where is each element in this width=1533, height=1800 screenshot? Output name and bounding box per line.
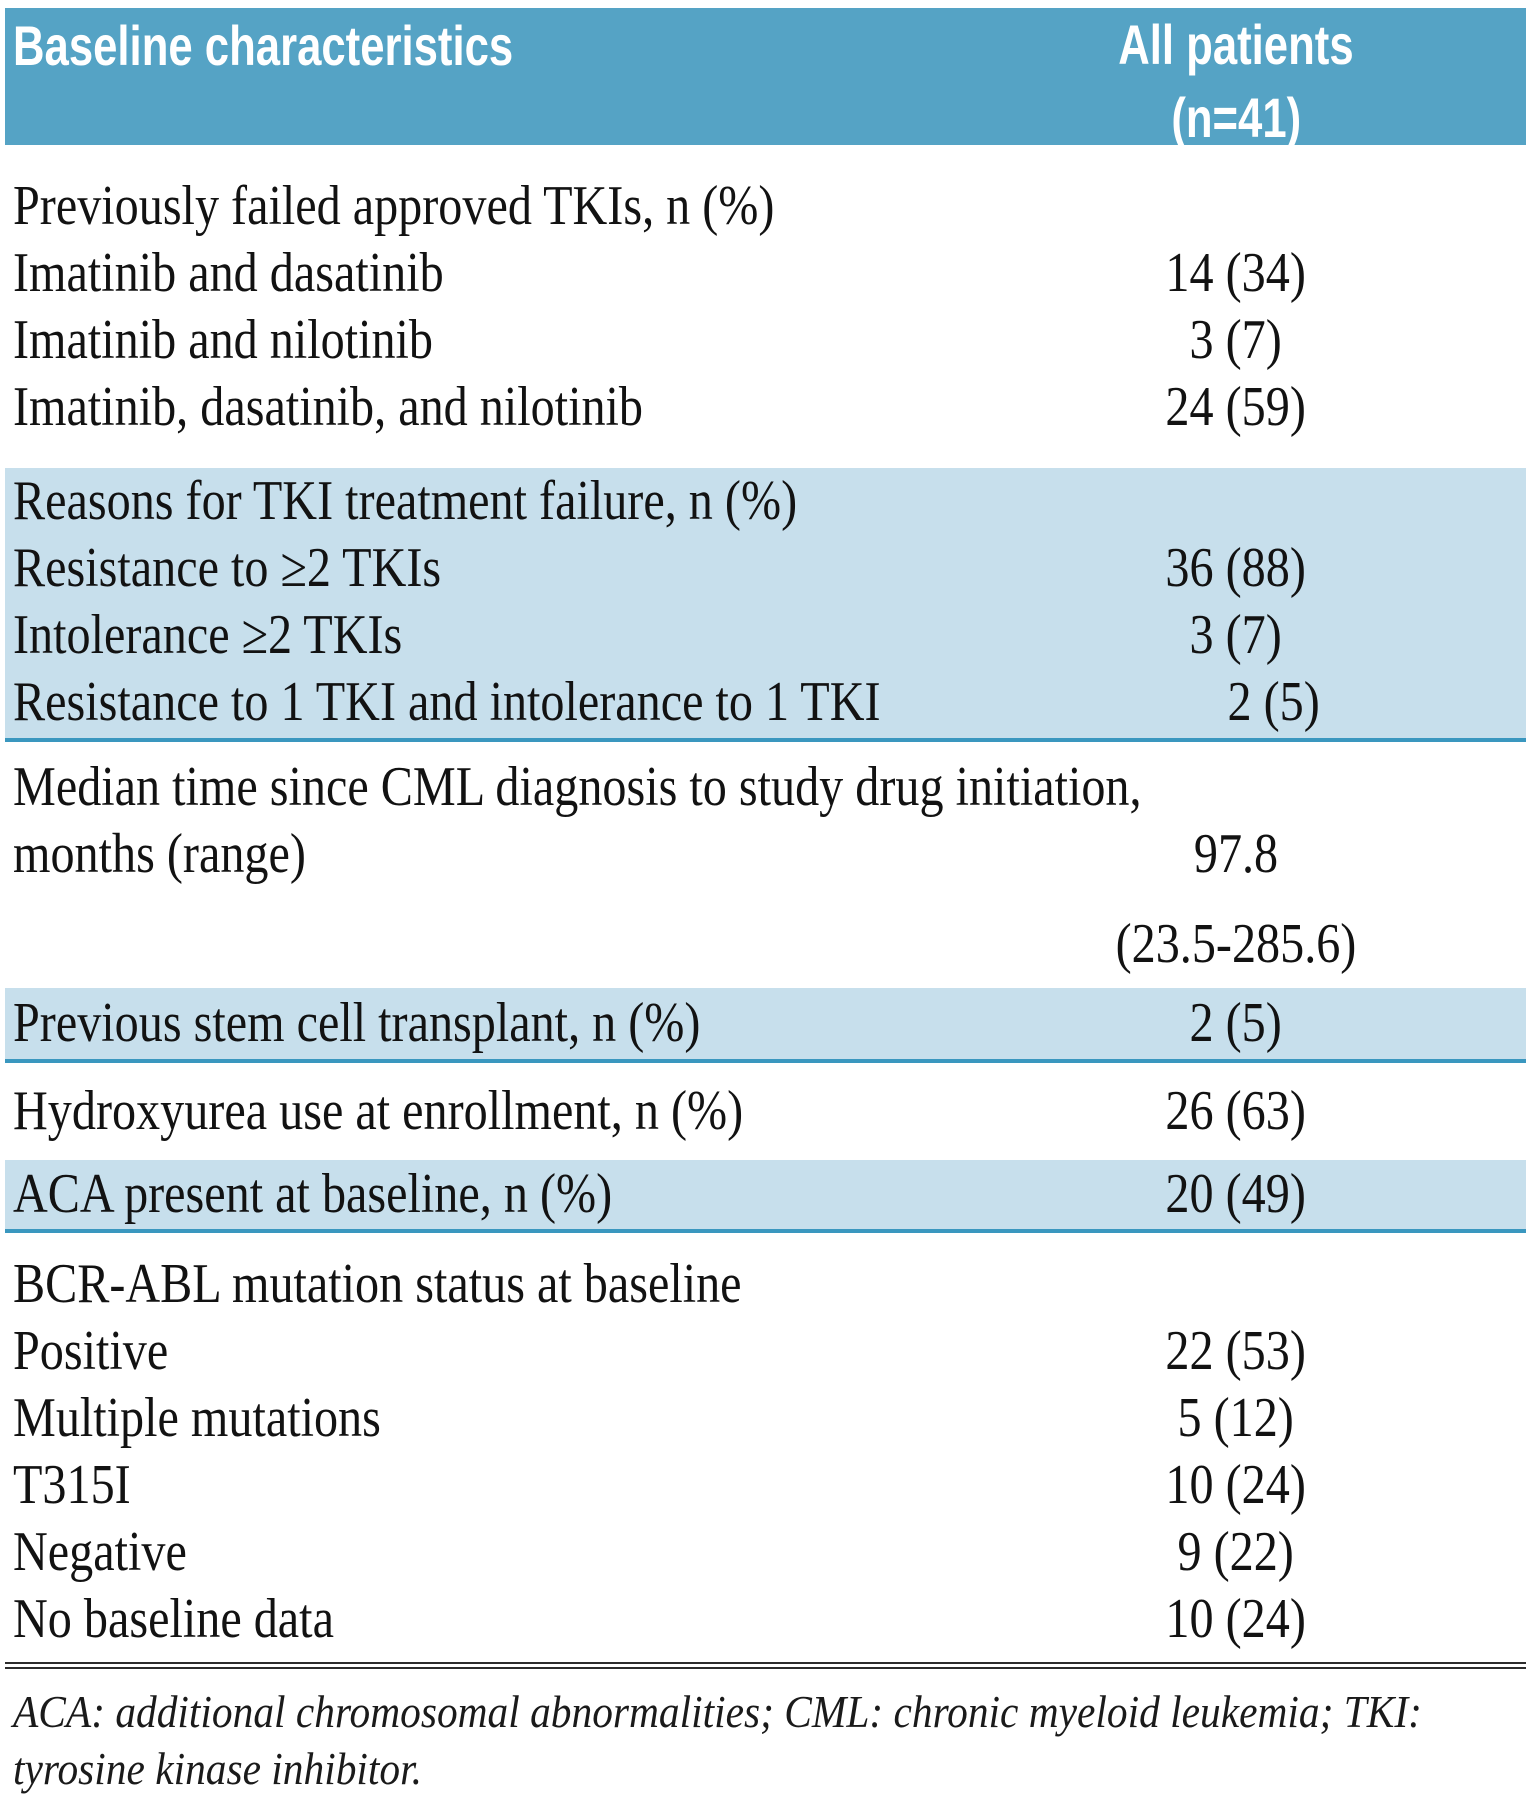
row-value: 2 (5) bbox=[1189, 992, 1283, 1054]
row-label: T315I bbox=[13, 1454, 131, 1516]
row-value: 14 (34) bbox=[1165, 242, 1307, 304]
table-row: T315I 10 (24) bbox=[5, 1452, 1526, 1519]
table-row: Negative 9 (22) bbox=[5, 1519, 1526, 1586]
table-row: Previously failed approved TKIs, n (%) bbox=[5, 173, 1526, 240]
footnote-divider-rule bbox=[5, 1662, 1526, 1669]
table-row: Positive 22 (53) bbox=[5, 1318, 1526, 1385]
header-col-characteristics: Baseline characteristics bbox=[5, 8, 946, 145]
row-value: 97.8 (23.5-285.6) bbox=[946, 821, 1526, 978]
section-hydroxyurea-use: Hydroxyurea use at enrollment, n (%) 26 … bbox=[5, 1063, 1526, 1160]
table-row: No baseline data 10 (24) bbox=[5, 1586, 1526, 1653]
section-reasons-for-tki-failure: Reasons for TKI treatment failure, n (%)… bbox=[5, 468, 1526, 742]
row-value: 24 (59) bbox=[1165, 376, 1307, 438]
row-value bbox=[946, 468, 1526, 535]
header-col-all-patients: All patients (n=41) bbox=[946, 8, 1526, 149]
table-row: BCR-ABL mutation status at baseline bbox=[5, 1251, 1526, 1318]
section-previous-stem-cell-transplant: Previous stem cell transplant, n (%) 2 (… bbox=[5, 988, 1526, 1063]
row-value: 10 (24) bbox=[1165, 1588, 1307, 1650]
row-label: Median time since CML diagnosis to study… bbox=[13, 756, 1142, 885]
row-label: Resistance to 1 TKI and intolerance to 1… bbox=[13, 671, 881, 733]
row-value: 22 (53) bbox=[1165, 1320, 1307, 1382]
row-label: Imatinib and nilotinib bbox=[13, 309, 434, 371]
table-row: Resistance to 1 TKI and intolerance to 1… bbox=[5, 669, 1526, 736]
row-label: Hydroxyurea use at enrollment, n (%) bbox=[13, 1080, 744, 1142]
section-bcr-abl-mutation-status: BCR-ABL mutation status at baseline Posi… bbox=[5, 1233, 1526, 1660]
table-header-row: Baseline characteristics All patients (n… bbox=[5, 8, 1526, 149]
table-row: Previous stem cell transplant, n (%) 2 (… bbox=[5, 990, 1526, 1057]
row-label: Imatinib and dasatinib bbox=[13, 242, 444, 304]
row-value: 5 (12) bbox=[1177, 1387, 1295, 1449]
row-value: 26 (63) bbox=[1165, 1080, 1307, 1142]
row-value bbox=[946, 173, 1526, 240]
row-label: Multiple mutations bbox=[13, 1387, 381, 1449]
row-label: Reasons for TKI treatment failure, n (%) bbox=[13, 470, 798, 532]
table-row: Imatinib, dasatinib, and nilotinib 24 (5… bbox=[5, 374, 1526, 441]
header-col2-line1: All patients bbox=[1118, 13, 1354, 76]
section-previously-failed-tkis: Previously failed approved TKIs, n (%) I… bbox=[5, 145, 1526, 468]
table-row: Intolerance ≥2 TKIs 3 (7) bbox=[5, 602, 1526, 669]
row-value: 3 (7) bbox=[1189, 309, 1283, 371]
table-row: Resistance to ≥2 TKIs 36 (88) bbox=[5, 535, 1526, 602]
header-col1-title: Baseline characteristics bbox=[13, 14, 514, 77]
row-value: 2 (5) bbox=[1227, 671, 1321, 733]
header-col2-line2: (n=41) bbox=[1171, 86, 1301, 149]
table-footnote: ACA: additional chromosomal abnormalitie… bbox=[5, 1683, 1526, 1797]
table-row: ACA present at baseline, n (%) 20 (49) bbox=[5, 1161, 1526, 1228]
row-label: Resistance to ≥2 TKIs bbox=[13, 537, 442, 599]
row-value: 20 (49) bbox=[1165, 1163, 1307, 1225]
row-value: 10 (24) bbox=[1165, 1454, 1307, 1516]
row-value: 9 (22) bbox=[1177, 1521, 1295, 1583]
row-label: Intolerance ≥2 TKIs bbox=[13, 604, 403, 666]
row-label: Imatinib, dasatinib, and nilotinib bbox=[13, 376, 644, 438]
table-row: Imatinib and dasatinib 14 (34) bbox=[5, 240, 1526, 307]
row-value bbox=[946, 1251, 1526, 1318]
row-value: 36 (88) bbox=[1165, 537, 1307, 599]
table-row: Multiple mutations 5 (12) bbox=[5, 1385, 1526, 1452]
row-label: BCR-ABL mutation status at baseline bbox=[13, 1253, 742, 1315]
section-aca-present: ACA present at baseline, n (%) 20 (49) bbox=[5, 1160, 1526, 1233]
row-label: Negative bbox=[13, 1521, 187, 1583]
row-label: No baseline data bbox=[13, 1588, 334, 1650]
footnote-text: ACA: additional chromosomal abnormalitie… bbox=[13, 1686, 1422, 1794]
row-label: Previously failed approved TKIs, n (%) bbox=[13, 175, 775, 237]
table-row: Reasons for TKI treatment failure, n (%) bbox=[5, 468, 1526, 535]
median-range-value: (23.5-285.6) bbox=[1115, 913, 1357, 975]
row-label: ACA present at baseline, n (%) bbox=[13, 1163, 613, 1225]
row-label: Positive bbox=[13, 1320, 169, 1382]
section-median-time-since-diagnosis: Median time since CML diagnosis to study… bbox=[5, 742, 1526, 988]
median-value: 97.8 bbox=[1193, 823, 1279, 885]
row-value: 3 (7) bbox=[1189, 604, 1283, 666]
table-row: Hydroxyurea use at enrollment, n (%) 26 … bbox=[5, 1078, 1526, 1145]
table-row: Imatinib and nilotinib 3 (7) bbox=[5, 307, 1526, 374]
row-label: Previous stem cell transplant, n (%) bbox=[13, 992, 701, 1054]
